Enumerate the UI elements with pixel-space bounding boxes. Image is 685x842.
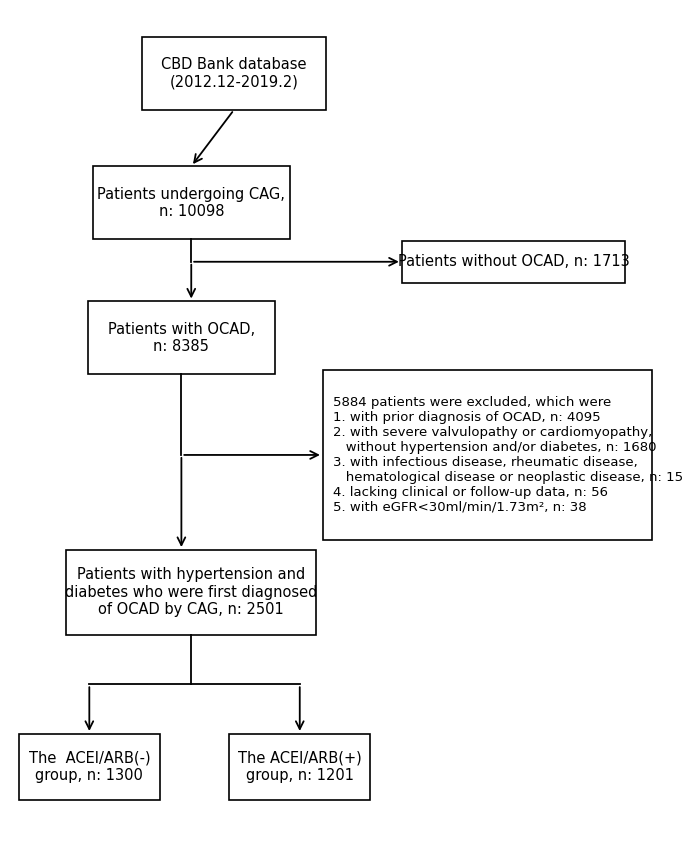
Text: Patients with hypertension and
diabetes who were first diagnosed
of OCAD by CAG,: Patients with hypertension and diabetes … [65, 568, 317, 617]
FancyBboxPatch shape [92, 167, 290, 239]
Text: The ACEI/ARB(+)
group, n: 1201: The ACEI/ARB(+) group, n: 1201 [238, 751, 362, 783]
Text: Patients with OCAD,
n: 8385: Patients with OCAD, n: 8385 [108, 322, 255, 354]
Text: Patients undergoing CAG,
n: 10098: Patients undergoing CAG, n: 10098 [97, 187, 285, 219]
Text: CBD Bank database
(2012.12-2019.2): CBD Bank database (2012.12-2019.2) [161, 57, 307, 89]
Text: 5884 patients were excluded, which were
1. with prior diagnosis of OCAD, n: 4095: 5884 patients were excluded, which were … [333, 396, 683, 514]
FancyBboxPatch shape [142, 37, 326, 109]
FancyBboxPatch shape [323, 370, 651, 540]
FancyBboxPatch shape [229, 734, 371, 800]
Text: The  ACEI/ARB(-)
group, n: 1300: The ACEI/ARB(-) group, n: 1300 [29, 751, 150, 783]
FancyBboxPatch shape [66, 550, 316, 635]
FancyBboxPatch shape [88, 301, 275, 374]
Text: Patients without OCAD, n: 1713: Patients without OCAD, n: 1713 [397, 254, 630, 269]
FancyBboxPatch shape [401, 241, 625, 283]
FancyBboxPatch shape [18, 734, 160, 800]
